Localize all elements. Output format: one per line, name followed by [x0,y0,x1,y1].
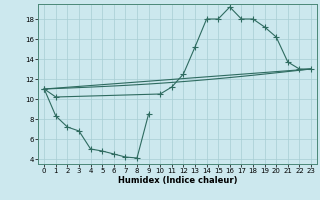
X-axis label: Humidex (Indice chaleur): Humidex (Indice chaleur) [118,176,237,185]
